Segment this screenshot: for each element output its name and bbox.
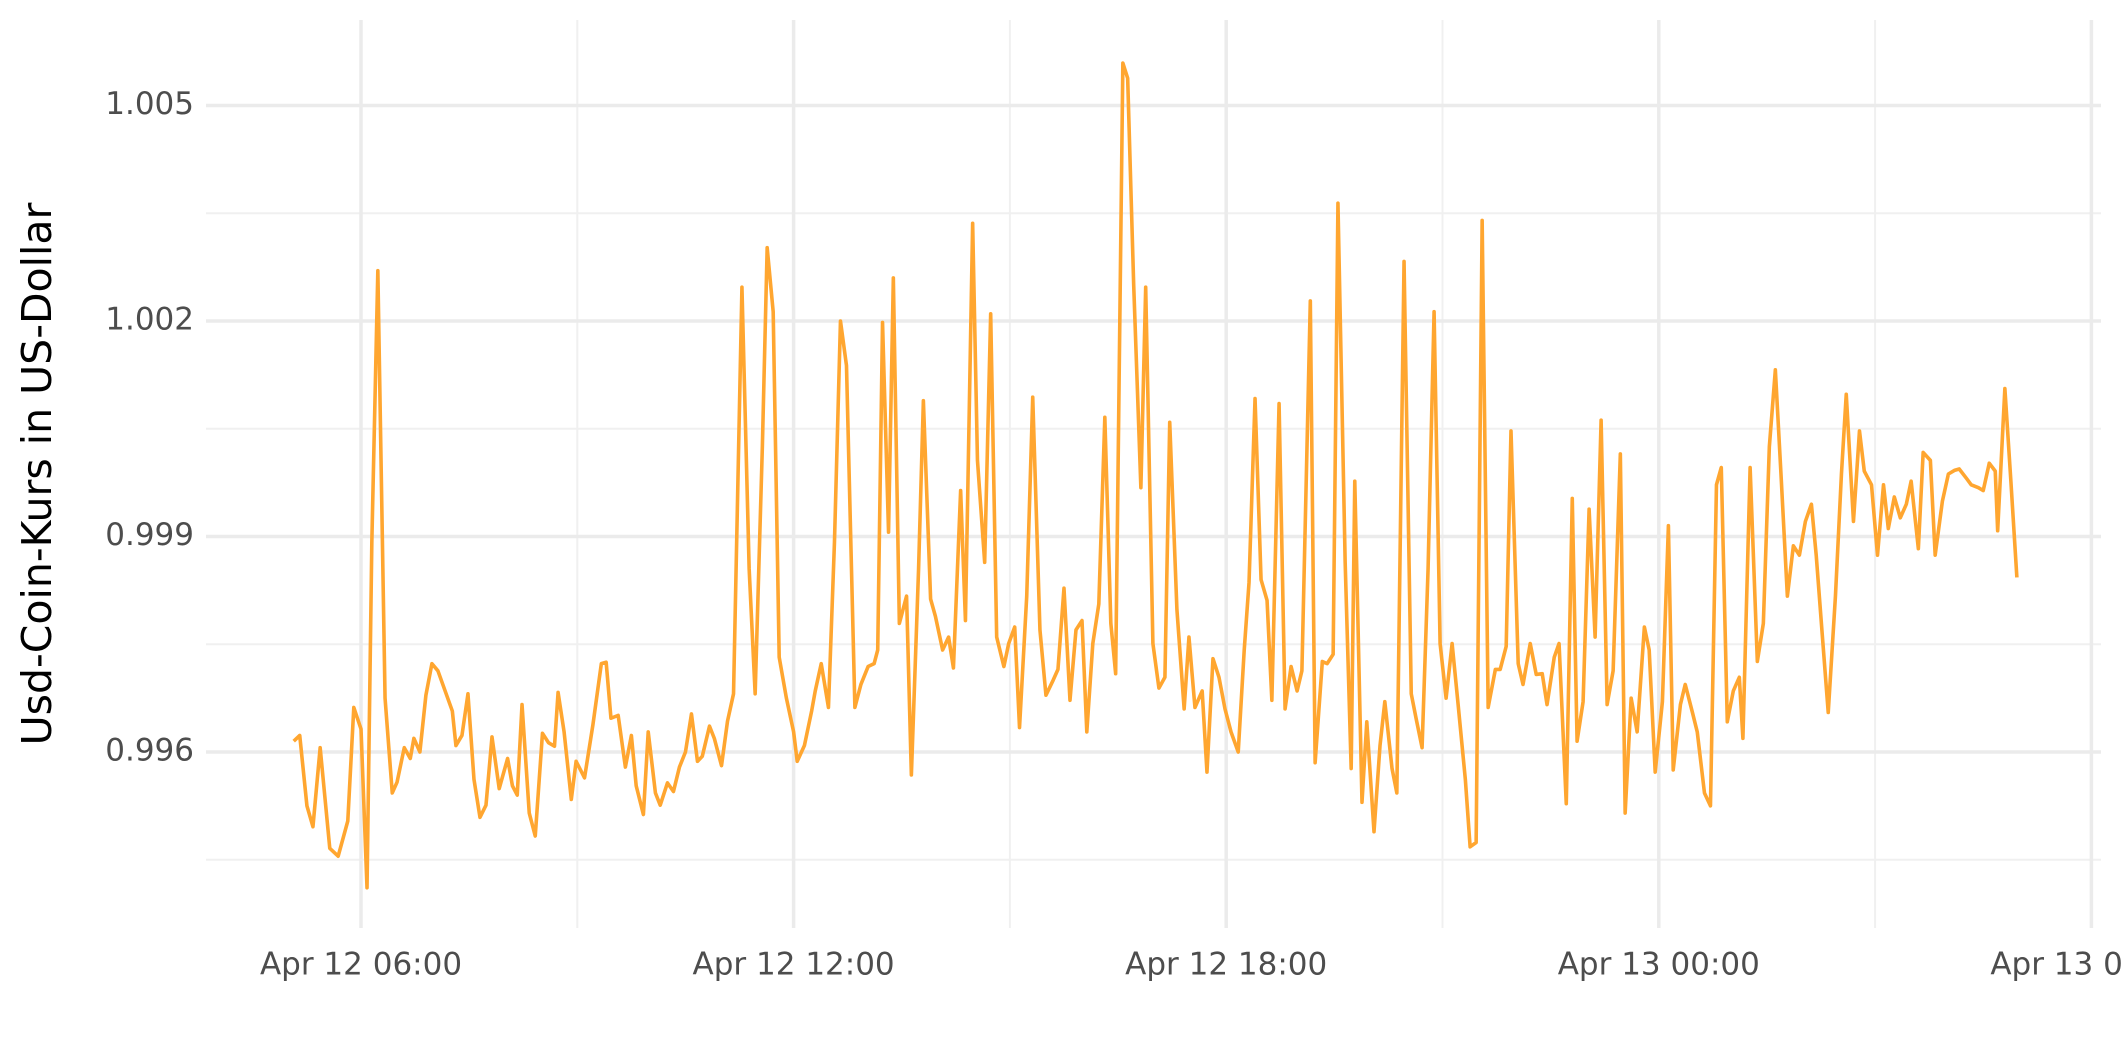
- x-tick-label: Apr 12 12:00: [693, 947, 895, 983]
- y-tick-label: 0.999: [105, 517, 194, 553]
- y-tick-label: 1.002: [105, 301, 194, 337]
- x-tick-label: Apr 12 18:00: [1125, 947, 1327, 983]
- x-tick-label: Apr 12 06:00: [260, 947, 462, 983]
- y-tick-label: 0.996: [105, 733, 194, 769]
- line-series: [292, 61, 2019, 890]
- x-tick-label: Apr 13 00:00: [1558, 947, 1760, 983]
- y-tick-label: 1.005: [105, 86, 194, 122]
- y-axis-title: Usd-Coin-Kurs in US-Dollar: [13, 202, 61, 745]
- grid: [206, 20, 2101, 928]
- x-tick-label: Apr 13 06:00: [1990, 947, 2125, 983]
